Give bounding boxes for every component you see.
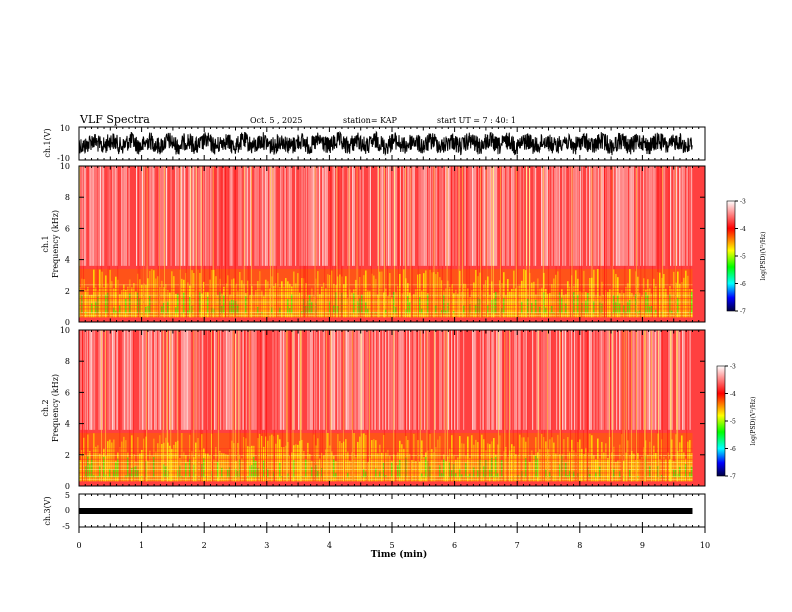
colorbar-tick-label: -4: [730, 391, 736, 398]
colorbar-tick-label: -5: [730, 419, 736, 426]
ch3-ytick-top: 5: [65, 491, 70, 500]
ch1-ylabel: ch.1(V): [43, 128, 52, 157]
ch1-spectrogram-panel: 0 2 4 6 8 10 ch.1 Frequency (kHz): [41, 162, 706, 327]
colorbar-tick-label: -6: [730, 446, 736, 453]
x-tick-label: 3: [264, 541, 269, 550]
colorbar-tick-label: -7: [740, 309, 746, 316]
ch2-spec-ylabel-line2: Frequency (kHz): [51, 374, 60, 442]
freq-tick-label: 0: [65, 482, 70, 491]
colorbar-tick-label: -5: [740, 254, 746, 261]
ch1-spectrogram-image: [79, 166, 693, 318]
ch1-colorbar-label: log(PSD)(V²/Hz): [760, 232, 767, 281]
date-label: Oct. 5 , 2025: [250, 116, 302, 125]
ch3-ytick-bottom: -5: [62, 522, 70, 531]
x-tick-label: 8: [577, 541, 582, 550]
freq-tick-label: 10: [60, 326, 70, 335]
start-time-label: start UT = 7 : 40: 1: [437, 116, 516, 125]
ch1-colorbar: -3 -4 -5 -6 -7 log(PSD)(V²/Hz): [726, 199, 767, 316]
ch2-spectrogram-image: [79, 330, 693, 482]
figure-title: VLF Spectra: [79, 113, 150, 126]
ch1-waveform-trace: [78, 130, 693, 156]
x-tick-label: 5: [389, 541, 394, 550]
ch2-colorbar: -3 -4 -5 -6 -7 log(PSD)(V²/Hz): [716, 364, 757, 481]
ch3-waveform-trace: [79, 508, 693, 514]
x-tick-label: 10: [700, 541, 710, 550]
freq-tick-label: 2: [65, 287, 70, 296]
freq-tick-label: 8: [65, 357, 70, 366]
colorbar-tick-label: -6: [740, 281, 746, 288]
colorbar-tick-label: -7: [730, 474, 736, 481]
x-tick-label: 9: [640, 541, 645, 550]
freq-tick-label: 10: [60, 162, 70, 171]
x-tick-label: 2: [202, 541, 207, 550]
freq-tick-label: 6: [65, 224, 70, 233]
time-axis: 0 1 2 3 4 5 6 7 8 9 10: [76, 127, 710, 550]
ch1-waveform-line: [78, 130, 693, 156]
ch1-ytick-top: 10: [60, 124, 70, 133]
freq-tick-label: 2: [65, 451, 70, 460]
x-axis-label: Time (min): [371, 549, 428, 560]
ch2-spec-ylabel-line1: ch.2: [41, 399, 50, 416]
ch2-spectrogram-panel: 0 2 4 6 8 10 ch.2 Frequency (kHz): [41, 326, 706, 491]
x-tick-label: 7: [515, 541, 520, 550]
x-tick-label: 6: [452, 541, 457, 550]
freq-tick-label: 0: [65, 318, 70, 327]
x-tick-label: 1: [139, 541, 144, 550]
station-label: station= KAP: [343, 116, 398, 125]
freq-tick-label: 8: [65, 193, 70, 202]
ch2-colorbar-label: log(PSD)(V²/Hz): [750, 397, 757, 446]
ch3-ytick-mid: 0: [65, 506, 70, 515]
colorbar-tick-label: -3: [740, 199, 746, 206]
ch3-waveform-panel: 5 0 -5 ch.3(V): [43, 491, 706, 531]
x-tick-label: 0: [76, 541, 81, 550]
ch3-waveform-band: [79, 508, 693, 514]
ch1-spec-ylabel-line1: ch.1: [41, 235, 50, 252]
freq-tick-label: 4: [65, 420, 70, 429]
colorbar-tick-label: -3: [730, 364, 736, 371]
freq-tick-label: 6: [65, 388, 70, 397]
ch3-ylabel: ch.3(V): [43, 496, 52, 525]
ch1-ytick-bottom: -10: [57, 154, 70, 163]
x-tick-label: 4: [327, 541, 332, 550]
freq-tick-label: 4: [65, 256, 70, 265]
colorbar-tick-label: -4: [740, 226, 746, 233]
ch1-spec-ylabel-line2: Frequency (kHz): [51, 210, 60, 278]
ch1-waveform-panel: 10 -10 ch.1(V): [43, 124, 706, 163]
